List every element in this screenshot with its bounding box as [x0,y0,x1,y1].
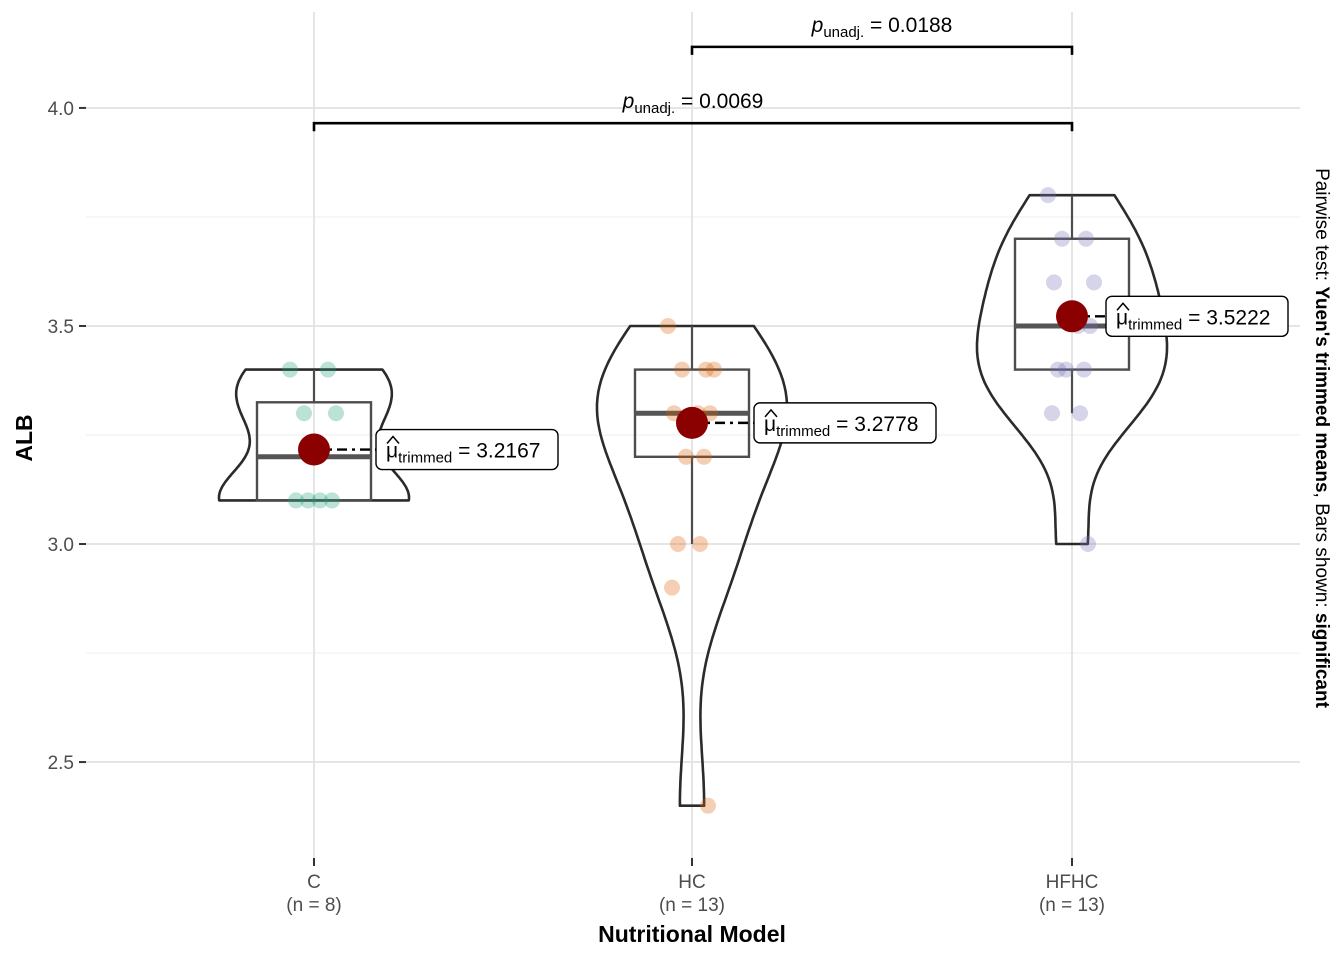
point-HC [660,317,676,334]
mean-label-box [753,402,937,444]
point-HFHC [1080,536,1096,553]
hat-icon [386,435,400,445]
point-HC [696,448,712,465]
mean-label: μtrimmed = 3.2167 [386,440,540,467]
point-C [320,361,336,378]
y-tick-label: 4.0 [48,99,74,120]
mean-dot-C [298,433,330,466]
point-HFHC [1044,405,1060,422]
x-axis-title: Nutritional Model [598,921,786,947]
caption-part2: Yuen's trimmed means [1311,286,1332,492]
mean-dot-HFHC [1056,300,1088,333]
x-tick-n-label: (n = 13) [1039,895,1105,916]
caption-part3: , Bars shown: [1311,493,1332,613]
mean-label: μtrimmed = 3.2778 [764,413,918,440]
pairwise-bar [690,45,1074,55]
pairwise-caption: Pairwise test: Yuen's trimmed means, Bar… [1311,168,1332,709]
mean-label-box [1105,295,1289,337]
x-tick-label: HC [678,872,705,893]
mean-dot-HC [676,406,708,439]
point-HC [678,448,694,465]
point-HFHC [1054,230,1070,247]
trimmed-means: μtrimmed = 3.2167 μtrimmed = 3.2778 μtrimm… [298,295,1289,471]
axes: 2.53.03.54.0C(n = 8)HC(n = 13)HFHC(n = 1… [48,99,1105,916]
point-C [300,492,316,509]
y-axis-title: ALB [11,414,37,461]
point-C [282,361,298,378]
point-C [324,492,340,509]
point-HC [698,361,714,378]
mean-label: μtrimmed = 3.5222 [1116,306,1270,333]
point-HFHC [1086,274,1102,291]
x-tick-label: HFHC [1046,872,1099,893]
y-tick-label: 3.0 [48,535,74,556]
violin-HFHC [975,193,1169,546]
point-HC [692,536,708,553]
pairwise-bar [312,121,1074,132]
pairwise-bars: punadj. = 0.0188 punadj. = 0.0069 [312,14,1074,132]
point-HC [700,797,716,814]
point-C [312,492,328,509]
pairwise-p-label: punadj. = 0.0069 [622,90,764,117]
x-tick-label: C [307,872,321,893]
y-tick-label: 2.5 [48,753,74,774]
point-HC [674,361,690,378]
point-HFHC [1078,230,1094,247]
y-tick-label: 3.5 [48,317,74,338]
caption-part1: Pairwise test: [1311,168,1332,286]
x-tick-n-label: (n = 13) [659,895,725,916]
point-HFHC [1040,187,1056,204]
point-C [288,492,304,509]
hat-icon [1116,302,1130,311]
point-C [328,405,344,422]
point-C [296,405,312,422]
point-HC [670,536,686,553]
point-HFHC [1076,361,1092,378]
point-HFHC [1046,274,1062,291]
caption-part4: significant [1311,613,1332,709]
violin-HC [595,324,789,807]
hat-icon [764,408,778,418]
point-HFHC [1072,405,1088,422]
box-C [255,401,373,502]
point-HC [706,361,722,378]
point-HC [664,579,680,596]
point-HFHC [1058,361,1074,378]
pairwise-p-label: punadj. = 0.0188 [811,14,953,41]
mean-label-box [375,428,559,471]
point-HFHC [1050,361,1066,378]
x-tick-n-label: (n = 8) [286,895,341,916]
